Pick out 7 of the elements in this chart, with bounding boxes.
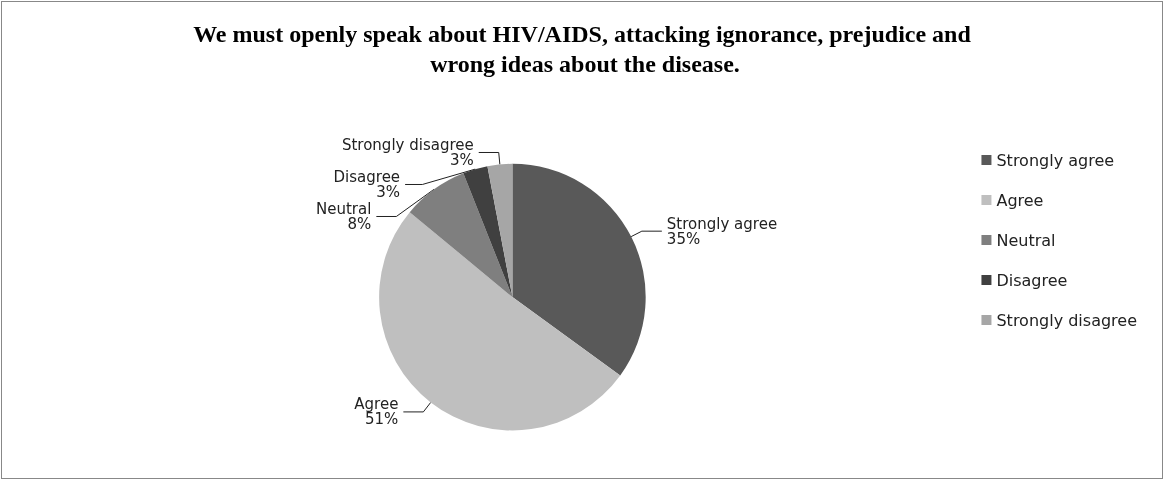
slice-label: Agree xyxy=(354,395,399,414)
chart-title: We must openly speak about HIV/AIDS, attacking ignorance, prejudice and wrong ideas about the disease. xyxy=(193,21,972,77)
legend-label: Disagree xyxy=(996,270,1068,290)
legend-label: Strongly agree xyxy=(996,150,1115,170)
legend-label: Strongly disagree xyxy=(996,310,1138,330)
legend-label: Agree xyxy=(996,190,1044,210)
legend-label: Neutral xyxy=(996,230,1056,250)
